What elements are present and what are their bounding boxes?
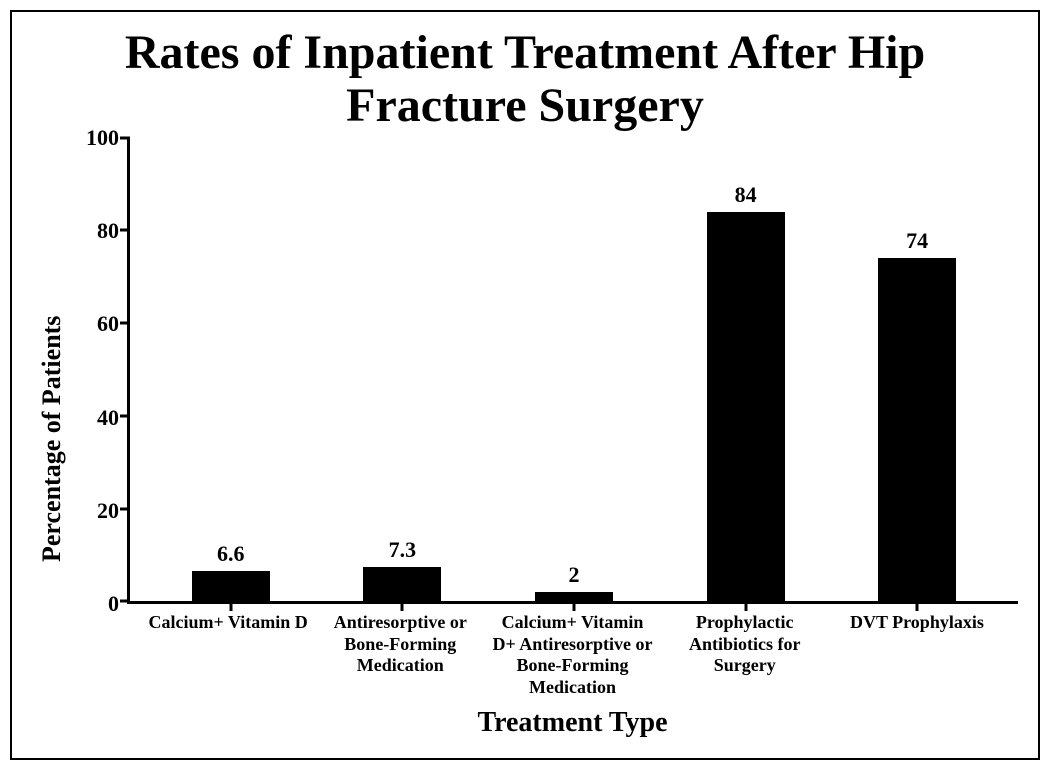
bars-region: 6.6 7.3 2 84 (127, 138, 1018, 605)
y-axis-label: Percentage of Patients (32, 138, 72, 739)
y-ticks: 0 20 40 60 80 100 (72, 138, 127, 605)
x-label: DVT Prophylaxis (831, 604, 1003, 698)
tick-mark (120, 507, 130, 510)
bar-group-0: 6.6 (145, 138, 317, 602)
bar (535, 592, 613, 601)
y-tick-100: 100 (86, 125, 119, 151)
bar-value: 7.3 (389, 537, 417, 563)
x-label: Calcium+ Vitamin D (142, 604, 314, 698)
tick-mark (120, 414, 130, 417)
y-tick-60: 60 (97, 311, 119, 337)
chart-container: Rates of Inpatient Treatment After Hip F… (10, 10, 1040, 760)
x-axis-label: Treatment Type (127, 707, 1018, 739)
x-tick-mark (229, 601, 232, 611)
bar (707, 212, 785, 601)
x-label: Antiresorptive or Bone-Forming Medicatio… (314, 604, 486, 698)
bar (192, 571, 270, 602)
x-label: Prophylactic Antibiotics for Surgery (659, 604, 831, 698)
y-tick-20: 20 (97, 498, 119, 524)
chart-title: Rates of Inpatient Treatment After Hip F… (32, 27, 1018, 133)
bar-value: 6.6 (217, 541, 245, 567)
x-tick-mark (572, 601, 575, 611)
y-tick-0: 0 (108, 591, 119, 617)
bar-value: 74 (906, 228, 928, 254)
bar-group-2: 2 (488, 138, 660, 602)
plot-inner: 0 20 40 60 80 100 6.6 (72, 138, 1018, 605)
tick-mark (120, 229, 130, 232)
bar-group-4: 74 (831, 138, 1003, 602)
bar (878, 258, 956, 601)
tick-mark (120, 136, 130, 139)
chart-body: Percentage of Patients 0 20 40 60 80 100 (32, 138, 1018, 739)
x-tick-mark (916, 601, 919, 611)
x-tick-mark (401, 601, 404, 611)
x-label: Calcium+ Vitamin D+ Antiresorptive or Bo… (486, 604, 658, 698)
bar-group-3: 84 (660, 138, 832, 602)
x-tick-mark (744, 601, 747, 611)
y-tick-40: 40 (97, 405, 119, 431)
tick-mark (120, 600, 130, 603)
bar-value: 84 (735, 182, 757, 208)
tick-mark (120, 322, 130, 325)
plot-area: 0 20 40 60 80 100 6.6 (72, 138, 1018, 739)
bar (363, 567, 441, 601)
x-labels: Calcium+ Vitamin D Antiresorptive or Bon… (127, 604, 1018, 698)
bar-group-1: 7.3 (317, 138, 489, 602)
bar-value: 2 (568, 562, 579, 588)
y-tick-80: 80 (97, 218, 119, 244)
